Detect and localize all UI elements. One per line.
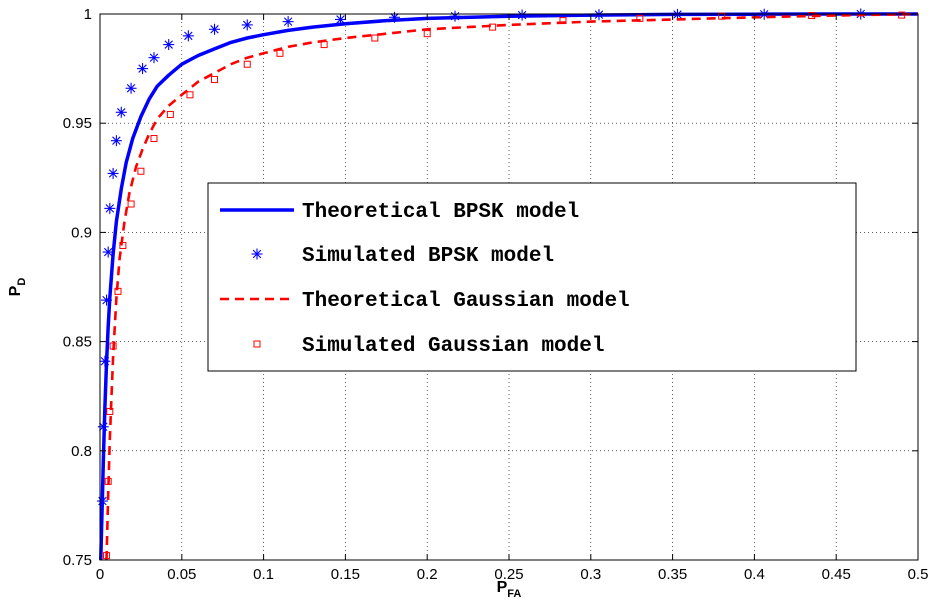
series-point-star bbox=[334, 13, 346, 25]
series-point-star bbox=[107, 167, 119, 179]
series-point-star bbox=[104, 202, 116, 214]
x-tick-label: 0 bbox=[96, 566, 104, 583]
y-tick-label: 0.75 bbox=[63, 552, 92, 569]
y-tick-label: 0.95 bbox=[63, 115, 92, 132]
y-tick-label: 1 bbox=[84, 6, 92, 23]
legend-label: Theoretical Gaussian model bbox=[302, 290, 630, 313]
series-point-star bbox=[99, 355, 111, 367]
legend-label: Simulated Gaussian model bbox=[302, 335, 604, 358]
series-point-square bbox=[137, 167, 145, 175]
series-point-square bbox=[423, 30, 431, 38]
legend-label: Theoretical BPSK model bbox=[302, 201, 579, 224]
x-tick-label: 0.25 bbox=[494, 566, 523, 583]
legend-square-swatch bbox=[253, 340, 261, 348]
series-point-square bbox=[109, 342, 117, 350]
series-point-star bbox=[137, 63, 149, 75]
series-point-star bbox=[516, 9, 528, 21]
series-point-star bbox=[102, 246, 114, 258]
series-point-square bbox=[103, 552, 111, 560]
series-point-square bbox=[718, 12, 726, 20]
series-point-star bbox=[148, 52, 160, 64]
series-point-square bbox=[211, 76, 219, 84]
series-point-square bbox=[636, 14, 644, 22]
plot-series bbox=[96, 8, 919, 561]
legend-entry: Simulated Gaussian model bbox=[253, 335, 604, 358]
series-point-star bbox=[115, 106, 127, 118]
x-tick-label: 0.05 bbox=[167, 566, 196, 583]
legend-star-swatch bbox=[251, 248, 263, 260]
x-tick-label: 0.1 bbox=[253, 566, 274, 583]
x-axis-label: PFA bbox=[497, 579, 522, 600]
y-tick-label: 0.8 bbox=[71, 443, 92, 460]
series-point-square bbox=[106, 407, 114, 415]
series-point-square bbox=[808, 12, 816, 20]
legend-entry: Theoretical BPSK model bbox=[220, 201, 579, 224]
series-point-star bbox=[101, 294, 113, 306]
series-point-star bbox=[110, 135, 122, 147]
x-tick-label: 0.35 bbox=[658, 566, 687, 583]
series-point-square bbox=[114, 287, 122, 295]
series-point-star bbox=[125, 82, 137, 94]
series-point-square bbox=[119, 242, 127, 250]
y-axis-label: PD bbox=[7, 278, 28, 297]
series-point-star bbox=[209, 23, 221, 35]
series-point-square bbox=[243, 60, 251, 68]
series-point-square bbox=[127, 200, 135, 208]
series-point-square bbox=[320, 41, 328, 49]
series-point-square bbox=[371, 34, 379, 42]
x-tick-label: 0.4 bbox=[744, 566, 765, 583]
legend-entry: Simulated BPSK model bbox=[251, 245, 554, 268]
x-tick-label: 0.45 bbox=[822, 566, 851, 583]
series-point-square bbox=[166, 110, 174, 118]
x-tick-label: 0.15 bbox=[331, 566, 360, 583]
legend-entry: Theoretical Gaussian model bbox=[220, 290, 630, 313]
axis-ticks: 0 0.05 0.1 0.15 0.2 0.25 0.3 0.35 0.4 0.45 0.5 0.75… bbox=[63, 6, 929, 583]
series-point-star bbox=[182, 30, 194, 42]
series-point-star bbox=[241, 19, 253, 31]
y-tick-label: 0.85 bbox=[63, 334, 92, 351]
series-point-star bbox=[449, 10, 461, 22]
series-line-0 bbox=[99, 12, 918, 561]
y-tick-label: 0.9 bbox=[71, 224, 92, 241]
x-tick-label: 0.2 bbox=[417, 566, 438, 583]
series-line-2 bbox=[105, 12, 919, 561]
x-tick-label: 0.5 bbox=[908, 566, 929, 583]
series-point-square bbox=[104, 477, 112, 485]
series-point-square bbox=[898, 11, 906, 19]
series-point-square bbox=[150, 134, 158, 142]
series-point-star bbox=[97, 421, 109, 433]
series-point-star bbox=[163, 39, 175, 51]
series-point-square bbox=[489, 23, 497, 31]
series-point-square bbox=[186, 91, 194, 99]
legend-box bbox=[207, 182, 857, 372]
series-point-star bbox=[593, 9, 605, 21]
x-tick-label: 0.3 bbox=[580, 566, 601, 583]
series-point-square bbox=[559, 17, 567, 25]
legend-label: Simulated BPSK model bbox=[302, 245, 554, 268]
legend: Theoretical BPSK model Simulated BPSK mod… bbox=[207, 182, 857, 372]
series-point-square bbox=[276, 49, 284, 57]
series-point-star bbox=[282, 16, 294, 28]
